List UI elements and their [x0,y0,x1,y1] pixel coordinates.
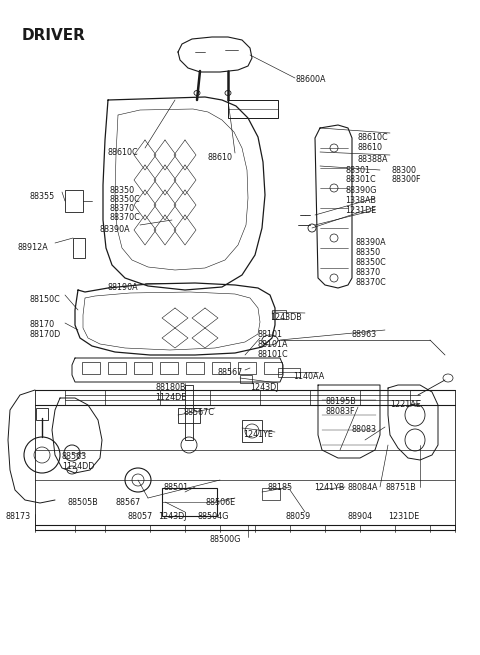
Text: 88751B: 88751B [385,483,416,492]
Text: 88505B: 88505B [68,498,99,507]
Text: 88150C: 88150C [30,295,61,304]
Text: 88904: 88904 [348,512,373,521]
Text: 88600A: 88600A [295,75,325,84]
Bar [228,100,278,118]
Text: 88370C: 88370C [355,278,386,287]
Text: 1231DE: 1231DE [345,206,376,215]
Text: 88170: 88170 [30,320,55,329]
Bar [178,408,200,423]
Bar [262,488,280,500]
Text: 88370: 88370 [355,268,380,277]
Text: 88370C: 88370C [110,213,141,222]
Text: 1140AA: 1140AA [293,372,324,381]
Text: 1231DE: 1231DE [388,512,419,521]
Text: 88501: 88501 [163,483,188,492]
Text: 88390A: 88390A [100,225,131,234]
Text: 88301: 88301 [345,166,370,175]
Text: 88084A: 88084A [348,483,379,492]
Text: 88101A: 88101A [258,340,288,349]
Text: 88370: 88370 [110,204,135,213]
Bar [212,362,230,374]
Text: 88390G: 88390G [345,186,376,195]
Text: 1124DD: 1124DD [62,462,95,471]
Bar [65,190,83,212]
Text: 1241YE: 1241YE [243,430,273,439]
Bar [36,408,48,420]
Text: DRIVER: DRIVER [22,28,86,43]
Text: 88170D: 88170D [30,330,61,339]
Text: 88185: 88185 [268,483,293,492]
Bar [160,362,178,374]
Text: 88180B: 88180B [155,383,185,392]
Text: 1221AE: 1221AE [390,400,421,409]
Text: 88563: 88563 [62,452,87,461]
Text: 88101C: 88101C [258,350,288,359]
Text: 88083F: 88083F [325,407,355,416]
Bar [134,362,152,374]
Text: 88912A: 88912A [18,243,49,252]
Text: 88350C: 88350C [110,195,141,204]
Text: 88506E: 88506E [205,498,235,507]
Text: 88101: 88101 [258,330,283,339]
Text: 88190A: 88190A [107,283,138,292]
Text: 1338AB: 1338AB [345,196,376,205]
Text: 88059: 88059 [285,512,310,521]
Text: 88350: 88350 [355,248,380,257]
Text: 88350: 88350 [110,186,135,195]
Text: 88504G: 88504G [198,512,229,521]
Text: 88301C: 88301C [345,175,376,184]
Bar [162,488,217,516]
Bar [240,375,252,383]
Bar [185,385,193,440]
Text: 88300F: 88300F [392,175,421,184]
Text: 1243DJ: 1243DJ [250,383,278,392]
Bar [238,362,256,374]
Text: 88567: 88567 [218,368,243,377]
Text: 1124DE: 1124DE [155,393,186,402]
Text: 88195B: 88195B [325,397,356,406]
Text: 88350C: 88350C [355,258,386,267]
Text: 88173: 88173 [5,512,30,521]
Text: 1243DJ: 1243DJ [158,512,187,521]
Text: 88610C: 88610C [108,148,139,157]
Bar [272,310,286,319]
Text: 88355: 88355 [30,192,55,201]
Bar [242,420,262,442]
Text: 88390A: 88390A [355,238,385,247]
Text: 88300: 88300 [392,166,417,175]
Text: 88610: 88610 [207,153,232,162]
Text: 88057: 88057 [128,512,153,521]
Text: 88388A: 88388A [358,155,388,164]
Text: 1241YB: 1241YB [314,483,344,492]
Text: 88567: 88567 [115,498,140,507]
Text: 88500G: 88500G [210,535,241,544]
Bar [186,362,204,374]
Bar [73,238,85,258]
Text: 88610: 88610 [358,143,383,152]
Bar [108,362,126,374]
Text: 88083: 88083 [352,425,377,434]
Bar [278,368,300,377]
Text: 1243DB: 1243DB [270,313,302,322]
Text: 88963: 88963 [352,330,377,339]
Text: 88610C: 88610C [358,133,389,142]
Bar [264,362,282,374]
Text: 88567C: 88567C [183,408,214,417]
Bar [82,362,100,374]
